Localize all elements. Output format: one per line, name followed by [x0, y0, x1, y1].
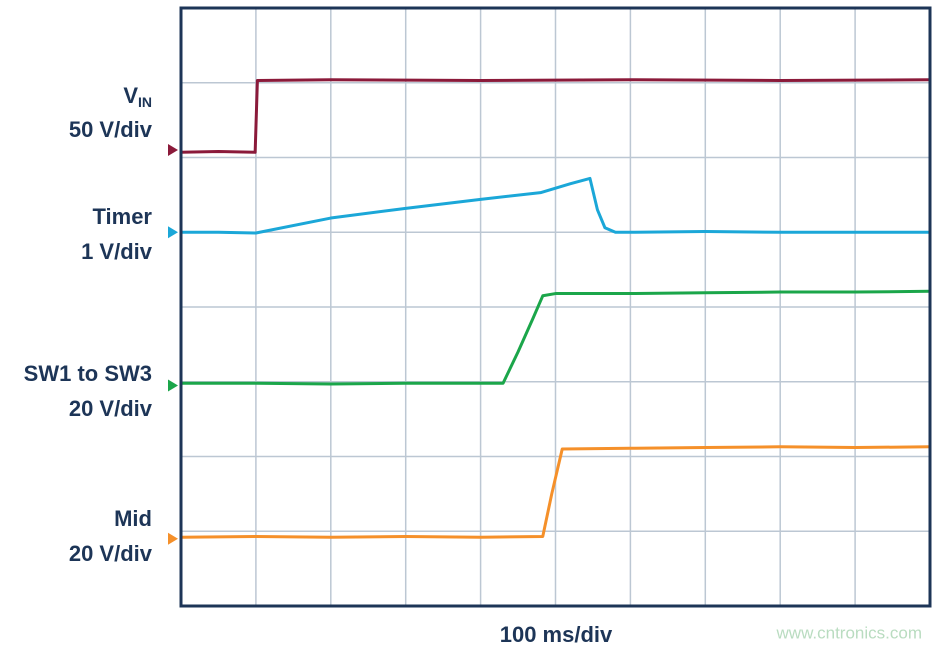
x-axis-label: 100 ms/div: [500, 622, 613, 647]
series-name-main: V: [123, 83, 138, 108]
series-name: Timer: [92, 204, 152, 229]
series-name-main: Timer: [92, 204, 152, 229]
ground-marker: [168, 144, 178, 157]
series-name-main: Mid: [114, 506, 152, 531]
trace: [181, 176, 930, 235]
series-name: VIN: [123, 83, 152, 110]
trace: [180, 78, 931, 154]
series-scale: 1 V/div: [81, 239, 153, 264]
series-name-subscript: IN: [138, 94, 152, 110]
series-name: Mid: [114, 506, 152, 531]
plot-border: [179, 6, 932, 608]
series-name: SW1 to SW3: [24, 361, 152, 386]
watermark: www.cntronics.com: [776, 623, 922, 642]
series-name-main: SW1 to SW3: [24, 361, 152, 386]
trace: [180, 445, 931, 539]
ground-marker: [168, 226, 178, 239]
ground-marker: [168, 379, 178, 392]
trace: [181, 289, 931, 386]
ground-marker: [168, 532, 178, 545]
series-scale: 20 V/div: [69, 541, 153, 566]
series-scale: 50 V/div: [69, 117, 153, 142]
series-scale: 20 V/div: [69, 396, 153, 421]
